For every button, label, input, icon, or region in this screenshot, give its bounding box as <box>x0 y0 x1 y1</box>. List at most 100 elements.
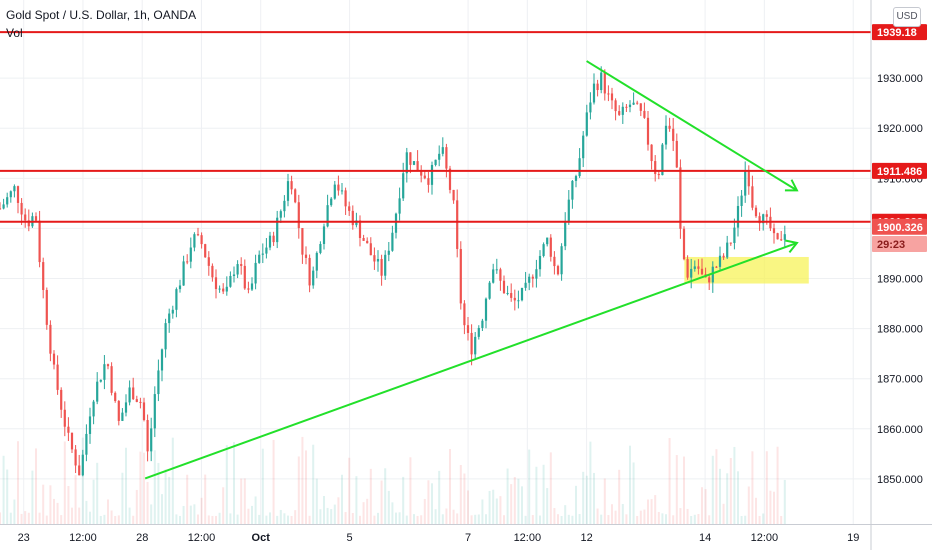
volume-bar <box>521 486 523 524</box>
volume-bar <box>121 472 124 524</box>
candle-body <box>452 189 455 201</box>
volume-bar <box>207 515 210 524</box>
candle-body <box>412 161 416 165</box>
volume-bar <box>81 437 84 524</box>
volume-bar <box>531 515 534 524</box>
candle-body <box>13 186 16 192</box>
volume-bar <box>222 487 225 524</box>
volume-bar <box>175 514 178 524</box>
candle-body <box>304 254 308 258</box>
candle-body <box>110 366 113 393</box>
candle-body <box>315 252 318 271</box>
candle-body <box>344 190 347 207</box>
last-price-label: 1900.326 <box>877 222 923 234</box>
symbol-legend[interactable]: Gold Spot / U.S. Dollar, 1h, OANDA <box>6 8 197 22</box>
volume-bar <box>737 471 739 524</box>
candle-body <box>16 186 20 203</box>
volume-bar <box>341 474 343 524</box>
volume-bar <box>571 515 574 524</box>
volume-bar <box>377 512 379 524</box>
candle-body <box>632 102 635 105</box>
candle-body <box>175 289 178 310</box>
volume-bar <box>67 486 70 524</box>
candle-body <box>376 258 380 262</box>
volume-bar <box>391 502 394 524</box>
candle-body <box>132 387 135 400</box>
candle-body <box>258 254 261 263</box>
volume-bar <box>783 479 786 524</box>
volume-bar <box>582 471 585 524</box>
volume-bar <box>315 478 318 524</box>
volume-bar <box>53 498 55 524</box>
candle-body <box>369 243 372 256</box>
candle-body <box>2 204 5 209</box>
volume-bar <box>726 473 729 524</box>
candle-body <box>326 205 329 227</box>
candle-body <box>402 173 405 199</box>
candle-body <box>459 248 462 304</box>
last-price-tag <box>872 218 927 235</box>
candle-body <box>711 266 714 283</box>
level-price-label: 1939.18 <box>877 27 917 39</box>
volume-bar <box>495 498 498 524</box>
candle-body <box>247 288 250 290</box>
candle-body <box>758 216 761 224</box>
candle-body <box>531 276 534 279</box>
volume-bar <box>780 515 783 524</box>
volume-bar <box>564 505 567 524</box>
candle-body <box>294 189 297 203</box>
volume-bar <box>668 438 671 524</box>
volume-bar <box>6 469 9 524</box>
volume-bar <box>380 480 383 524</box>
candle-body <box>776 233 779 240</box>
volume-bar <box>161 494 163 524</box>
volume-bar <box>762 513 765 524</box>
candle-body <box>164 323 167 350</box>
candle-body <box>690 268 693 278</box>
candle-body <box>319 243 322 253</box>
candle-body <box>610 93 614 101</box>
volume-bar <box>103 514 106 524</box>
x-tick-label: 12:00 <box>69 532 97 544</box>
volume-bar <box>197 514 199 524</box>
volume-bar <box>344 512 347 524</box>
candle-body <box>142 402 146 421</box>
candle-body <box>229 275 232 287</box>
candle-body <box>542 244 545 256</box>
candle-body <box>45 289 48 325</box>
volume-bar <box>611 504 613 524</box>
volume-bar <box>477 514 480 524</box>
volume-legend[interactable]: Vol <box>6 26 23 40</box>
candle-body <box>204 244 207 258</box>
candle-body <box>178 285 182 290</box>
candle-body <box>337 184 340 191</box>
candle-body <box>693 266 696 269</box>
volume-bar <box>402 476 405 524</box>
currency-button[interactable]: USD <box>893 7 921 27</box>
candle-body <box>254 262 257 284</box>
candle-body <box>654 161 657 175</box>
volume-bar <box>733 446 736 524</box>
y-tick-label: 1930.000 <box>877 73 923 85</box>
candle-body <box>783 234 786 240</box>
volume-bar <box>276 515 279 524</box>
candle-body <box>366 240 369 244</box>
volume-bar <box>251 505 253 524</box>
candle-body <box>34 216 38 221</box>
candle-body <box>70 432 74 450</box>
candle-body <box>502 280 506 294</box>
candle-body <box>60 389 63 410</box>
volume-bar <box>636 515 639 524</box>
volume-bar <box>672 515 675 524</box>
candle-body <box>322 226 326 244</box>
volume-bar <box>182 505 185 524</box>
ascending-support-arrowhead <box>784 239 799 253</box>
volume-bar <box>305 450 307 524</box>
volume-bar <box>470 515 473 524</box>
candle-body <box>697 266 700 269</box>
volume-bar <box>449 448 451 524</box>
volume-bar <box>96 462 99 524</box>
candle-body <box>250 283 254 290</box>
